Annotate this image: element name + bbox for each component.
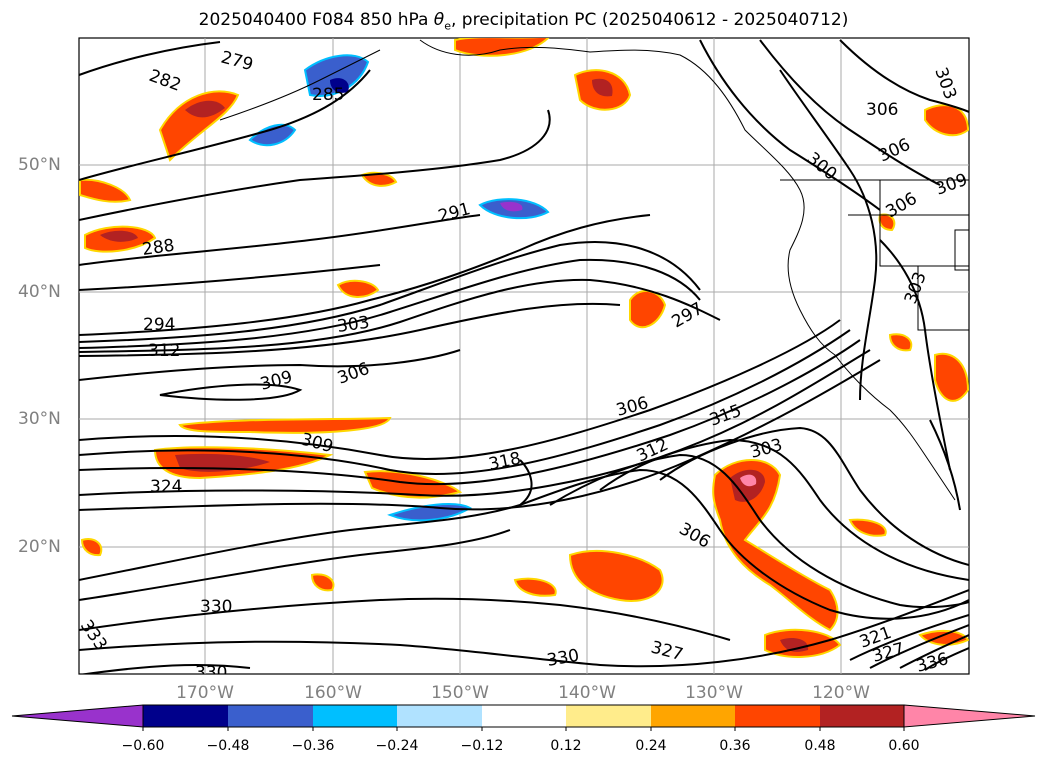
colorbar-segment [143, 705, 228, 727]
colorbar-tick: 0.36 [719, 738, 751, 754]
colorbar-tick: 0.48 [804, 738, 836, 754]
contour-label: 288 [141, 236, 176, 260]
precip-negative [248, 54, 550, 522]
colorbar-segment [397, 705, 482, 727]
lat-label: 20°N [18, 537, 61, 557]
colorbar-tick: −0.12 [460, 738, 504, 754]
colorbar-segment [735, 705, 820, 727]
weather-map: 282 279 285 291 288 294 303 312 297 309 … [78, 37, 970, 683]
precip-positive [79, 38, 969, 658]
lat-label: 30°N [18, 409, 61, 429]
lon-label: 140°W [558, 683, 616, 703]
colorbar-extend-high [903, 704, 1036, 728]
lon-label: 130°W [685, 683, 743, 703]
colorbar-segment [820, 705, 904, 727]
graticule [79, 38, 969, 674]
map-frame [78, 37, 970, 675]
map-title: 2025040400 F084 850 hPa θe, precipitatio… [198, 10, 849, 33]
contour-label: 330 [200, 597, 232, 617]
lon-label: 150°W [431, 683, 489, 703]
colorbar-segment [313, 705, 397, 727]
colorbar-tick: −0.24 [375, 738, 419, 754]
contour-label: 294 [143, 315, 175, 335]
colorbar-tick: 0.60 [888, 738, 920, 754]
contour-label: 303 [336, 313, 371, 337]
contour-label: 312 [148, 341, 180, 361]
contour-label: 330 [195, 663, 227, 683]
colorbar-segment [651, 705, 735, 727]
colorbar-segment [228, 705, 313, 727]
colorbar-tick: −0.60 [121, 738, 165, 754]
coastline [219, 39, 969, 501]
colorbar-extend-low [11, 704, 144, 728]
theta-e-contours [79, 39, 969, 674]
colorbar-segment [482, 705, 566, 727]
colorbar [11, 704, 1036, 731]
contour-label: 285 [312, 85, 344, 105]
contour-label: 306 [866, 100, 898, 120]
lat-label: 50°N [18, 155, 61, 175]
colorbar-tick: −0.36 [291, 738, 335, 754]
colorbar-tick: 0.24 [635, 738, 667, 754]
colorbar-outline [142, 704, 905, 728]
colorbar-tick: −0.48 [206, 738, 250, 754]
colorbar-segment [566, 705, 651, 727]
lat-label: 40°N [18, 282, 61, 302]
lon-label: 120°W [812, 683, 870, 703]
lon-label: 160°W [304, 683, 362, 703]
contour-label: 324 [150, 477, 182, 497]
lon-label: 170°W [176, 683, 234, 703]
colorbar-tick: 0.12 [550, 738, 582, 754]
